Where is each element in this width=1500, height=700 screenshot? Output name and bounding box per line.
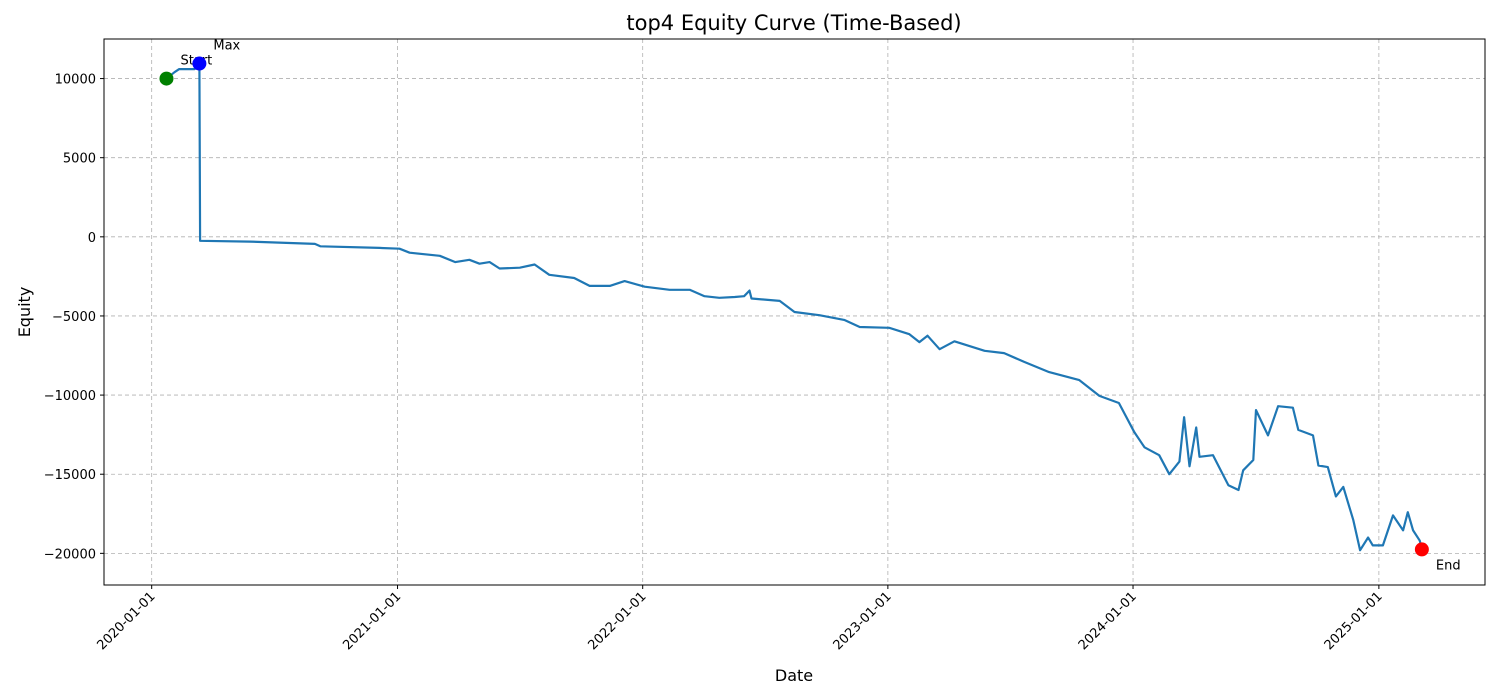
y-tick-label: 0 xyxy=(88,231,96,246)
y-tick-label: −10000 xyxy=(44,389,96,404)
y-tick-label: 10000 xyxy=(55,73,96,88)
marker-label: Max xyxy=(213,39,240,54)
marker-label: End xyxy=(1436,558,1461,573)
y-tick-label: −15000 xyxy=(44,468,96,483)
line xyxy=(165,62,1423,552)
x-axis-label: Date xyxy=(775,666,813,685)
y-tick-label: −5000 xyxy=(52,310,96,325)
plot-frame xyxy=(103,38,1486,586)
y-tick-label: 5000 xyxy=(63,152,96,167)
x-tick-label: 2021-01-01 xyxy=(340,589,404,653)
y-axis-label: Equity xyxy=(15,287,34,338)
marker xyxy=(159,71,174,86)
y-tick-label: −20000 xyxy=(44,547,96,562)
x-tick-label: 2025-01-01 xyxy=(1322,589,1386,653)
marker xyxy=(192,56,207,71)
x-tick-label: 2024-01-01 xyxy=(1076,589,1140,653)
x-tick-label: 2023-01-01 xyxy=(831,589,895,653)
x-tick-label: 2020-01-01 xyxy=(94,589,158,653)
marker xyxy=(1414,542,1429,557)
chart-title: top4 Equity Curve (Time-Based) xyxy=(626,11,961,35)
x-tick-label: 2022-01-01 xyxy=(585,589,649,653)
